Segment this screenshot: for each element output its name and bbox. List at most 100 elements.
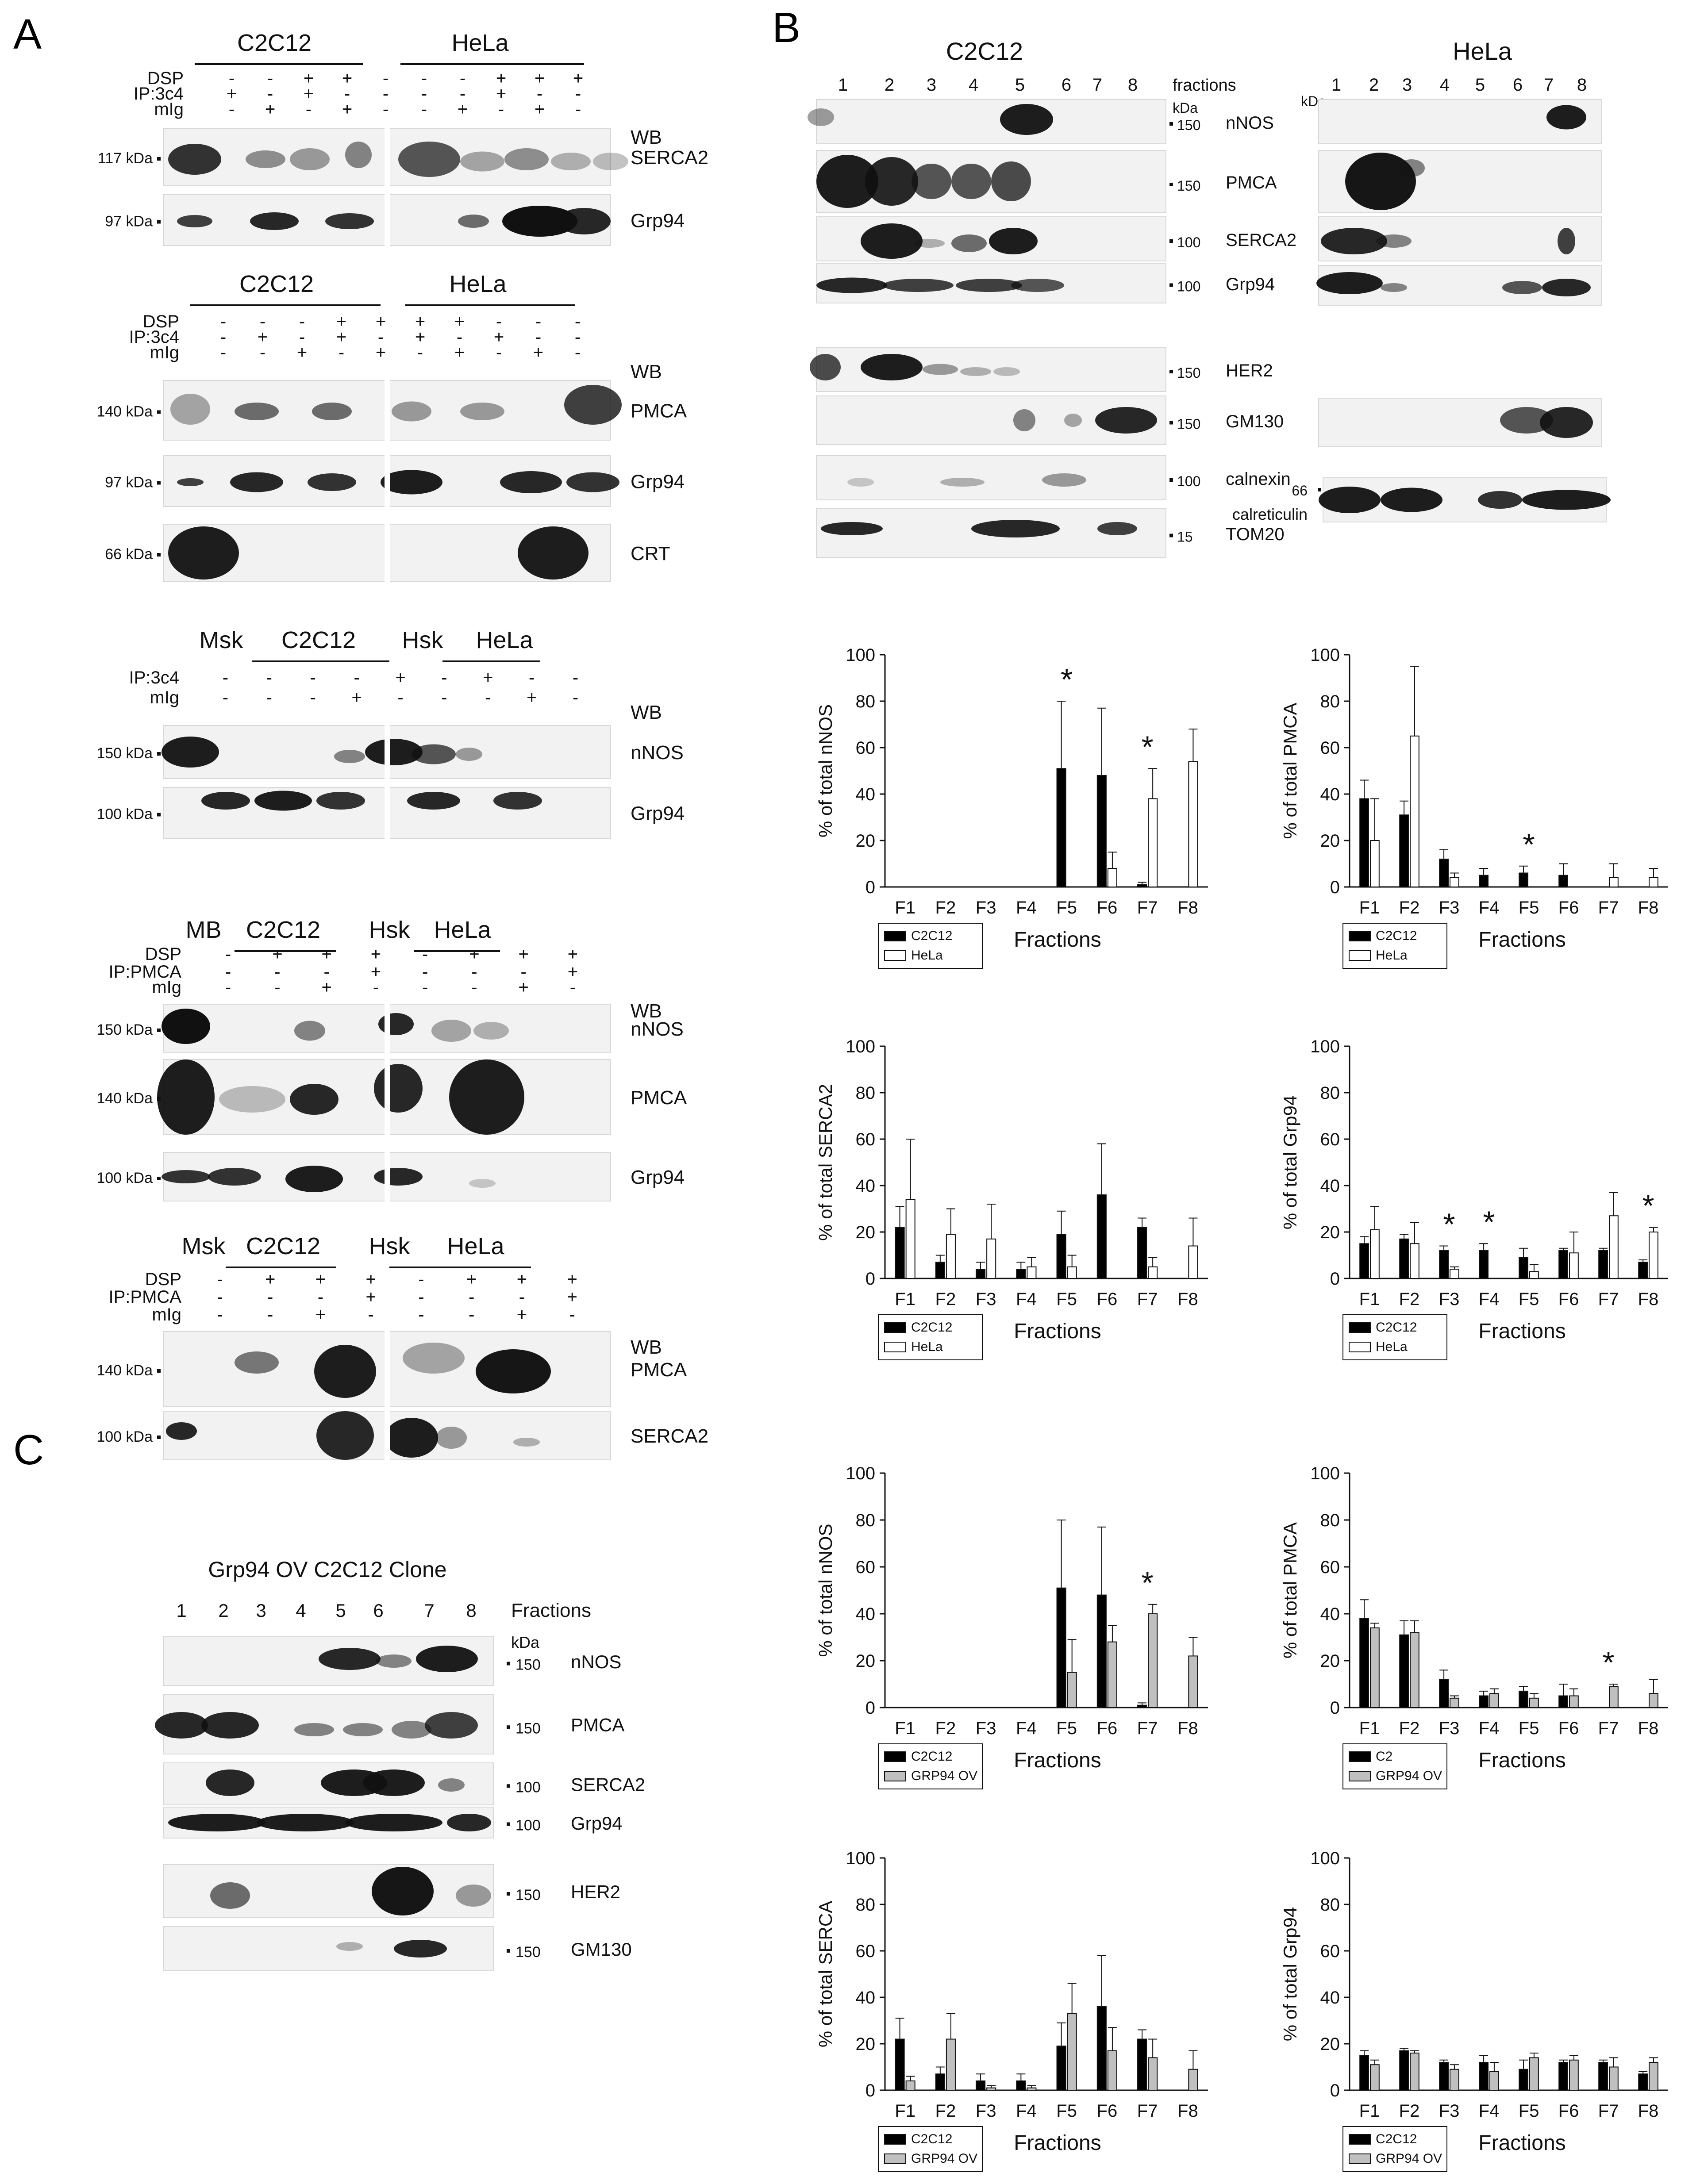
- legend-swatch: [884, 1771, 906, 1781]
- lane-sign: +: [376, 343, 386, 362]
- x-tick-label: F3: [1439, 2101, 1460, 2121]
- legend-entry: C2C12: [911, 2132, 952, 2146]
- panel-c-blot-nnos: [163, 1636, 494, 1686]
- legend-entry: C2C12: [1376, 2132, 1417, 2146]
- lane-sign: -: [225, 978, 231, 997]
- lane-sign: +: [342, 100, 352, 119]
- bar: [1529, 1271, 1539, 1279]
- lane-sign: +: [304, 84, 314, 104]
- lane-sign: +: [573, 69, 583, 88]
- blot-band: [254, 791, 312, 811]
- bar: [1519, 2069, 1528, 2091]
- legend-entry: C2C12: [911, 929, 952, 943]
- legend-swatch: [884, 931, 906, 941]
- panel-label-a: A: [13, 11, 42, 58]
- legend-entry: HeLa: [911, 1340, 943, 1354]
- hela-fraction-blot: [1316, 265, 1602, 306]
- lane-sign: -: [573, 688, 578, 707]
- blot-band: [219, 1086, 285, 1113]
- x-tick-label: F7: [1598, 2101, 1619, 2121]
- blot-band: [808, 108, 834, 126]
- lane-sign: -: [519, 1287, 525, 1307]
- mw-tick: [1169, 239, 1173, 243]
- lane-sign: -: [383, 69, 388, 88]
- bar: [1439, 1679, 1449, 1708]
- y-tick-label: 60: [856, 1130, 876, 1149]
- bar: [1479, 2062, 1489, 2091]
- lane-sign: -: [266, 688, 272, 707]
- mw-marker: 100: [1177, 234, 1200, 250]
- c2c12-fraction-blot-her2: [810, 347, 1166, 392]
- y-tick-label: 100: [1310, 1464, 1340, 1483]
- bar: [1479, 1250, 1489, 1279]
- mw-marker: 150 kDa: [96, 1021, 153, 1038]
- lane-sign: +: [454, 343, 465, 362]
- lane-sign: +: [454, 312, 465, 331]
- lane-sign: +: [321, 978, 331, 997]
- bar: [1558, 1695, 1568, 1708]
- bar: [1569, 2059, 1579, 2091]
- blot-band: [246, 150, 285, 168]
- lane-sign: +: [567, 1270, 577, 1289]
- protein-label: nNOS: [631, 742, 684, 764]
- legend-swatch: [884, 2134, 906, 2145]
- row-label: DSP: [147, 69, 184, 88]
- lane-sign: -: [520, 962, 526, 982]
- blot-band: [1095, 407, 1157, 434]
- bar-chart-8: 0 20 40 60 80 100 % of total Grp94 F1 F2 F3 F4 F5 F6…: [1280, 1849, 1668, 2172]
- blot-band: [431, 1020, 471, 1042]
- mw-tick: [157, 1097, 161, 1101]
- blot-band: [1381, 283, 1407, 292]
- lane-sign: -: [457, 327, 462, 347]
- y-tick-label: 60: [856, 1558, 876, 1577]
- bar: [935, 1262, 945, 1279]
- mw-tick: [507, 1949, 510, 1953]
- lane-number: 6: [373, 1600, 383, 1621]
- lane-number: 3: [256, 1600, 266, 1621]
- legend-swatch: [884, 2153, 906, 2164]
- row-label: mIg: [152, 1305, 181, 1324]
- protein-label: TOM20: [1226, 525, 1285, 544]
- lane-sign: -: [266, 668, 272, 687]
- blot-band: [1321, 228, 1387, 254]
- blot-band: [235, 403, 279, 420]
- x-tick-label: F7: [1137, 898, 1158, 917]
- mw-marker: 150 kDa: [96, 745, 153, 762]
- blot-band: [1319, 487, 1381, 513]
- blot-band: [394, 1940, 447, 1958]
- blot-band: [1558, 228, 1575, 254]
- wb-blot-grp94: [163, 455, 619, 507]
- bar: [1638, 2073, 1648, 2091]
- lane-sign: -: [378, 327, 384, 347]
- mw-tick: [157, 553, 161, 557]
- y-axis-label: % of total nNOS: [815, 704, 836, 837]
- mw-tick: [1169, 283, 1173, 287]
- blot-band: [1013, 409, 1035, 431]
- blot-band: [1000, 104, 1053, 135]
- bar: [1148, 1613, 1158, 1708]
- blot-band: [821, 522, 883, 535]
- y-tick-label: 40: [856, 785, 876, 804]
- lane-sign: +: [568, 962, 578, 982]
- lane-sign: +: [567, 1287, 577, 1307]
- bar: [905, 2080, 915, 2091]
- lane-sign: -: [220, 327, 226, 347]
- lane-group-header: HeLa: [434, 917, 491, 943]
- lane-sign: -: [575, 327, 581, 347]
- lane-number: 4: [296, 1600, 306, 1621]
- lane-number: 5: [335, 1600, 346, 1621]
- lane-sign: +: [265, 1270, 275, 1289]
- lane-sign: +: [518, 944, 528, 964]
- mw-tick: [157, 220, 161, 224]
- lane-number-hela: 8: [1577, 75, 1587, 95]
- lane-sign: -: [220, 343, 226, 362]
- lane-sign: -: [223, 668, 228, 687]
- blot-band: [168, 144, 221, 175]
- lane-sign: +: [496, 84, 506, 104]
- legend-entry: HeLa: [911, 948, 943, 963]
- protein-label: PMCA: [631, 1087, 687, 1109]
- y-tick-label: 0: [1330, 1698, 1340, 1718]
- x-tick-label: F4: [1016, 1719, 1037, 1738]
- blot-band: [1376, 234, 1412, 248]
